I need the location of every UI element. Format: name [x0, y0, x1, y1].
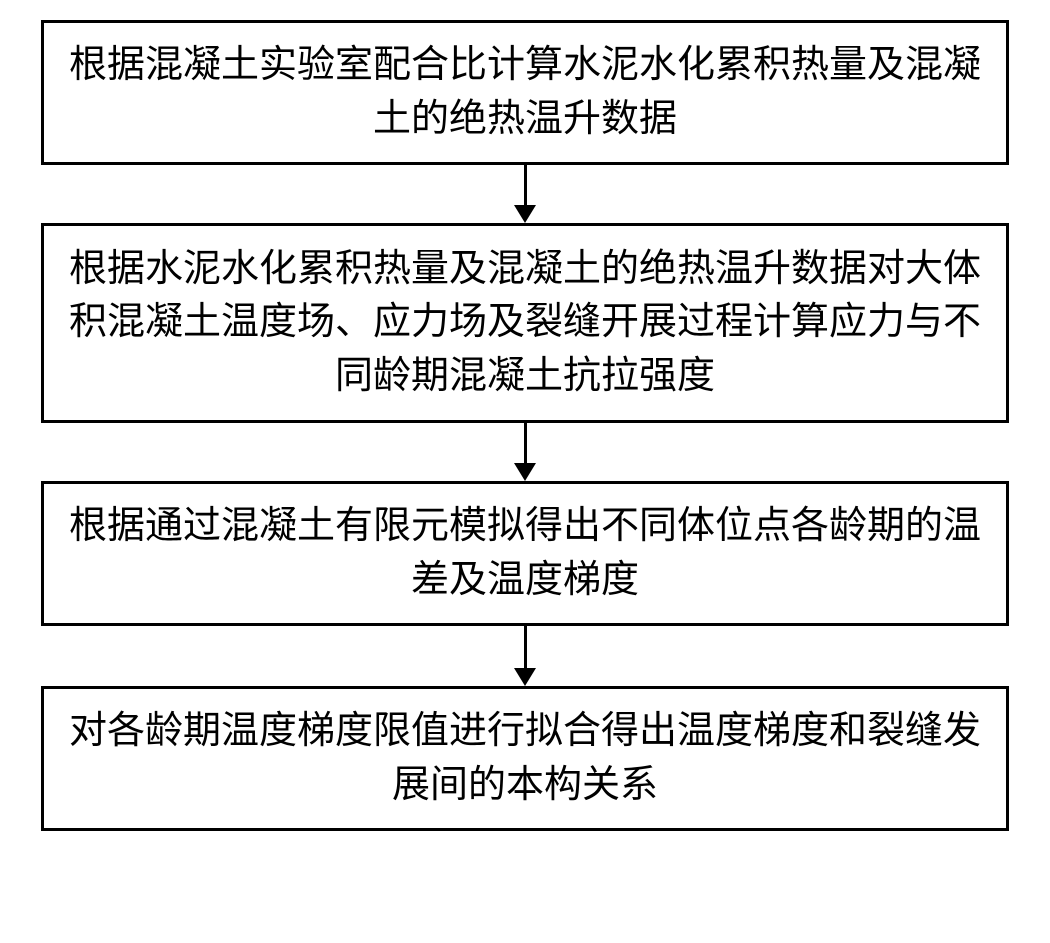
arrow-2-line	[524, 423, 527, 463]
flowchart-box-4: 对各龄期温度梯度限值进行拟合得出温度梯度和裂缝发展间的本构关系	[41, 686, 1009, 831]
box-2-text: 根据水泥水化累积热量及混凝土的绝热温升数据对大体积混凝土温度场、应力场及裂缝开展…	[52, 243, 998, 403]
box-3-text: 根据通过混凝土有限元模拟得出不同体位点各龄期的温差及温度梯度	[52, 500, 998, 606]
arrow-2	[514, 423, 536, 481]
arrow-3-head	[514, 668, 536, 686]
flowchart-box-3: 根据通过混凝土有限元模拟得出不同体位点各龄期的温差及温度梯度	[41, 481, 1009, 626]
arrow-1-line	[524, 165, 527, 205]
box-1-text: 根据混凝土实验室配合比计算水泥水化累积热量及混凝土的绝热温升数据	[52, 39, 998, 145]
arrow-1-head	[514, 205, 536, 223]
flowchart-box-2: 根据水泥水化累积热量及混凝土的绝热温升数据对大体积混凝土温度场、应力场及裂缝开展…	[41, 223, 1009, 423]
arrow-2-head	[514, 463, 536, 481]
arrow-3	[514, 626, 536, 686]
flowchart-box-1: 根据混凝土实验室配合比计算水泥水化累积热量及混凝土的绝热温升数据	[41, 20, 1009, 165]
arrow-3-line	[524, 626, 527, 668]
arrow-1	[514, 165, 536, 223]
box-4-text: 对各龄期温度梯度限值进行拟合得出温度梯度和裂缝发展间的本构关系	[52, 705, 998, 811]
flowchart-container: 根据混凝土实验室配合比计算水泥水化累积热量及混凝土的绝热温升数据 根据水泥水化累…	[0, 0, 1050, 851]
